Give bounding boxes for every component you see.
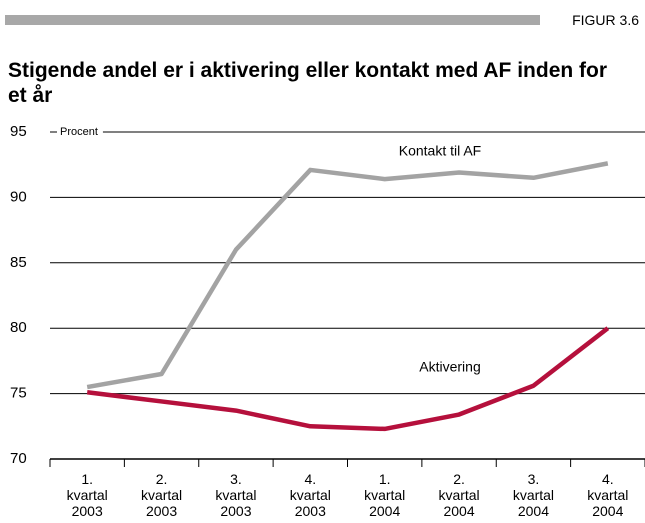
y-tick-label: 85: [10, 254, 27, 271]
x-tick-label: 4. kvartal 2003: [289, 471, 331, 519]
y-tick-label: 90: [10, 188, 27, 205]
x-tick-label: 1. kvartal 2003: [66, 471, 108, 519]
y-tick-label: 80: [10, 319, 27, 336]
series-label: Aktivering: [419, 359, 480, 375]
series-label: Kontakt til AF: [399, 143, 481, 159]
x-tick-label: 1. kvartal 2004: [364, 471, 406, 519]
x-tick-label: 2. kvartal 2003: [140, 471, 183, 519]
series-line: [86, 161, 609, 390]
x-tick-label: 2. kvartal 2004: [438, 471, 480, 519]
x-tick-label: 3. kvartal 2003: [215, 471, 257, 519]
y-tick-label: 75: [10, 385, 27, 402]
label-background: [57, 124, 103, 139]
y-tick-label: 70: [10, 450, 27, 467]
y-axis-label: Procent: [60, 126, 98, 138]
y-tick-label: 95: [10, 123, 27, 140]
chart-title: Stigende andel er i aktivering eller kon…: [8, 59, 608, 107]
figure-label: FIGUR 3.6: [572, 12, 639, 28]
header-bar: [5, 15, 540, 25]
series-line: [86, 326, 610, 432]
x-tick-label: 4. kvartal 2004: [587, 471, 629, 519]
x-tick-label: 3. kvartal 2004: [512, 471, 555, 519]
